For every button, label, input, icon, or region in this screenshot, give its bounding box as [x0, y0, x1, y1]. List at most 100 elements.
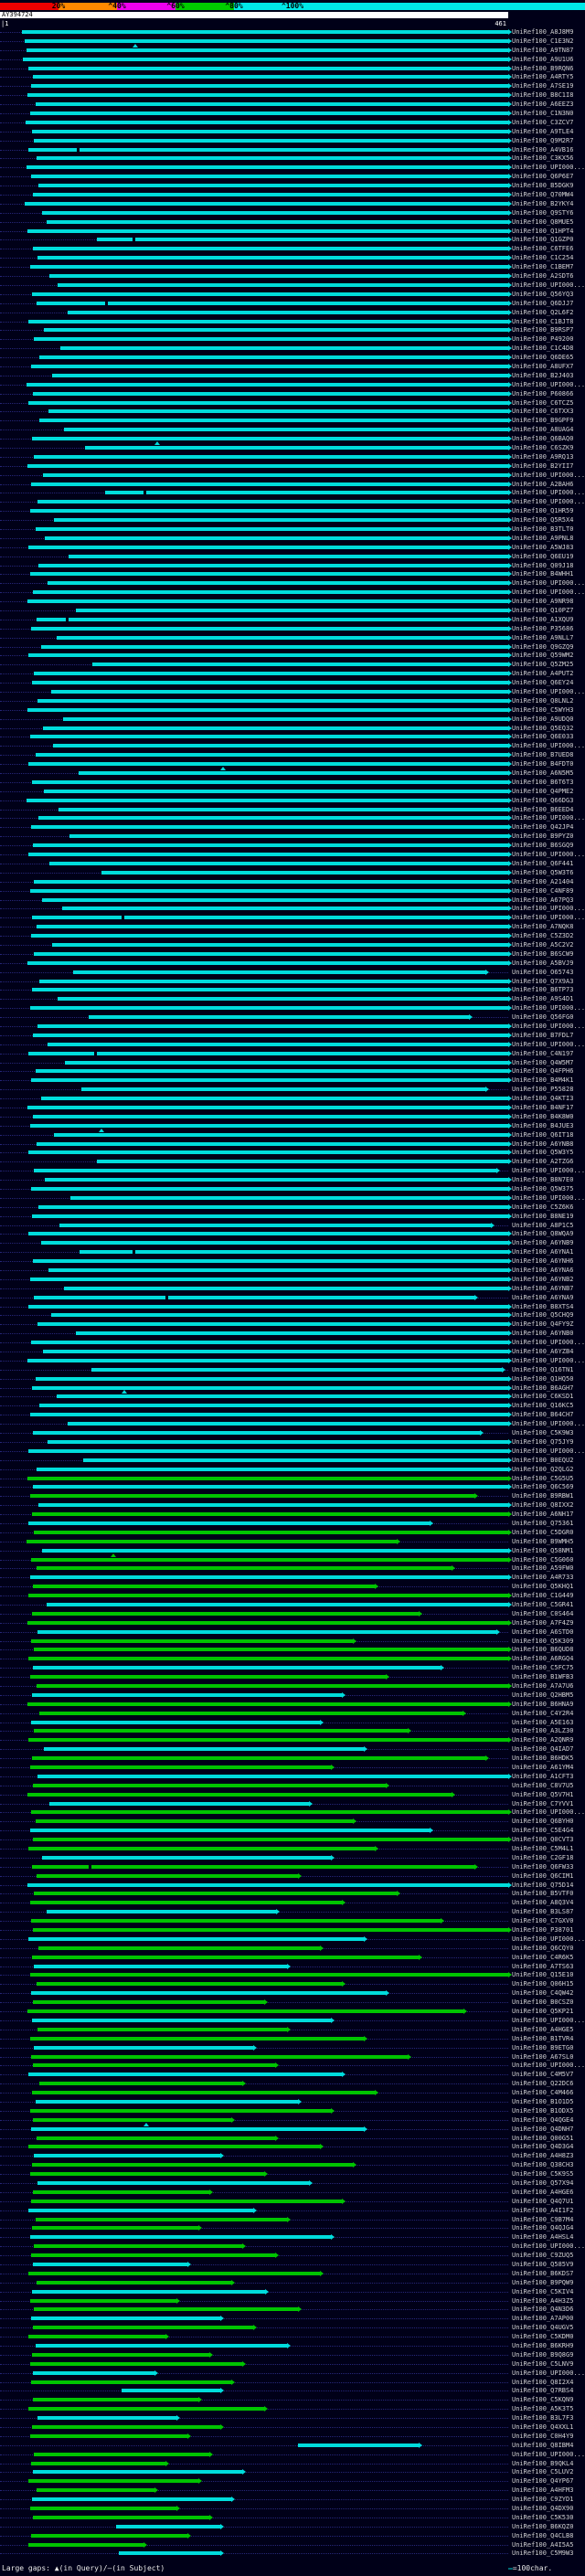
alignment-bar[interactable] — [27, 959, 512, 966]
hit-label[interactable]: UniRef100_B4JUE3 — [512, 1121, 574, 1129]
hit-label[interactable]: UniRef100_Q5R5X4 — [512, 516, 574, 525]
alignment-bar[interactable] — [32, 1511, 512, 1518]
alignment-bar[interactable] — [33, 1665, 445, 1671]
hit-label[interactable]: UniRef100_UPI000... — [512, 498, 585, 506]
hit-label[interactable]: UniRef100_Q75JY9 — [512, 1437, 574, 1446]
alignment-bar[interactable] — [33, 2369, 158, 2376]
alignment-bar[interactable] — [22, 29, 512, 35]
hit-label[interactable]: UniRef100_A61YM4 — [512, 1764, 574, 1771]
hit-label[interactable]: UniRef100_Q58NM1 — [512, 1546, 574, 1554]
hit-label[interactable]: UniRef100_C5E4G4 — [512, 1827, 574, 1835]
alignment-bar[interactable] — [32, 1954, 423, 1960]
alignment-bar[interactable] — [36, 924, 513, 930]
hit-label[interactable]: UniRef100_C5DGR0 — [512, 1528, 574, 1536]
alignment-bar[interactable] — [44, 788, 512, 794]
hit-label[interactable]: UniRef100_C4QW42 — [512, 1989, 574, 1998]
hit-label[interactable]: UniRef100_UPI000... — [512, 742, 585, 750]
alignment-bar[interactable] — [47, 1438, 513, 1445]
hit-label[interactable]: UniRef100_C0S464 — [512, 1609, 574, 1617]
alignment-bar[interactable] — [38, 1203, 512, 1210]
alignment-bar[interactable] — [34, 453, 512, 460]
hit-label[interactable]: UniRef100_A5C2V2 — [512, 940, 574, 949]
hit-label[interactable]: UniRef100_UPI000... — [512, 471, 585, 479]
alignment-bar[interactable] — [57, 996, 513, 1002]
hit-label[interactable]: UniRef100_C5KQN9 — [512, 2396, 574, 2404]
alignment-bar[interactable] — [43, 725, 512, 731]
hit-label[interactable]: UniRef100_C1BJT8 — [512, 317, 574, 325]
hit-label[interactable]: UniRef100_C5FC75 — [512, 1664, 574, 1672]
hit-label[interactable]: UniRef100_UPI000... — [512, 914, 585, 922]
alignment-bar[interactable] — [91, 1366, 505, 1373]
alignment-bar[interactable] — [27, 1882, 512, 1888]
alignment-bar[interactable] — [35, 101, 513, 108]
hit-label[interactable]: UniRef100_Q4W5M7 — [512, 1058, 574, 1066]
alignment-bar[interactable] — [30, 363, 513, 369]
alignment-bar[interactable] — [46, 1601, 513, 1607]
alignment-bar[interactable] — [33, 843, 512, 849]
hit-label[interactable]: UniRef100_B9QKL4 — [512, 2459, 574, 2467]
hit-label[interactable]: UniRef100_A6RGQ4 — [512, 1655, 574, 1663]
hit-label[interactable]: UniRef100_B6HDK5 — [512, 1754, 574, 1763]
alignment-bar[interactable] — [33, 2325, 258, 2331]
hit-label[interactable]: UniRef100_Q4IAD7 — [512, 1745, 574, 1754]
alignment-bar[interactable] — [48, 1267, 512, 1274]
hit-label[interactable]: UniRef100_UPI000... — [512, 1167, 585, 1175]
hit-label[interactable]: UniRef100_A6STD0 — [512, 1627, 574, 1636]
alignment-bar[interactable] — [34, 1647, 512, 1653]
alignment-bar[interactable] — [29, 2107, 335, 2114]
alignment-bar[interactable] — [30, 2316, 225, 2322]
hit-label[interactable]: UniRef100_Q1HPT4 — [512, 227, 574, 235]
hit-label[interactable]: UniRef100_Q1HR59 — [512, 507, 574, 515]
alignment-bar[interactable] — [49, 273, 512, 280]
alignment-bar[interactable] — [45, 1177, 512, 1183]
alignment-bar[interactable] — [35, 2343, 291, 2348]
hit-label[interactable]: UniRef100_Q00G51 — [512, 2134, 574, 2142]
alignment-bar[interactable] — [68, 553, 513, 559]
hit-label[interactable]: UniRef100_A1CFT3 — [512, 1772, 574, 1780]
hit-label[interactable]: UniRef100_Q5KHQ1 — [512, 1583, 574, 1591]
alignment-bar[interactable] — [41, 209, 513, 216]
hit-label[interactable]: UniRef100_A3LZ30 — [512, 1727, 574, 1735]
hit-label[interactable]: UniRef100_A4PUT2 — [512, 670, 574, 678]
hit-label[interactable]: UniRef100_A67SL0 — [512, 2052, 574, 2061]
alignment-bar[interactable] — [32, 1863, 478, 1870]
alignment-bar[interactable] — [84, 440, 513, 451]
alignment-bar[interactable] — [29, 264, 513, 270]
alignment-bar[interactable] — [34, 2153, 224, 2159]
hit-label[interactable]: UniRef100_Q16TN1 — [512, 1365, 574, 1373]
alignment-bar[interactable] — [35, 2216, 291, 2222]
alignment-bar[interactable] — [38, 183, 512, 189]
alignment-bar[interactable] — [28, 146, 512, 153]
hit-label[interactable]: UniRef100_UPI000... — [512, 2242, 585, 2251]
hit-label[interactable]: UniRef100_B6EED4 — [512, 805, 574, 813]
hit-label[interactable]: UniRef100_B9PQW9 — [512, 2278, 574, 2286]
alignment-bar[interactable] — [35, 525, 513, 532]
hit-label[interactable]: UniRef100_UPI000... — [512, 1004, 585, 1012]
hit-label[interactable]: UniRef100_C5LNV9 — [512, 2359, 574, 2368]
hit-label[interactable]: UniRef100_A9U1U6 — [512, 55, 574, 63]
alignment-bar[interactable] — [36, 1140, 513, 1147]
hit-label[interactable]: UniRef100_A9RQ13 — [512, 452, 574, 461]
alignment-bar[interactable] — [50, 1312, 512, 1319]
alignment-bar[interactable] — [27, 1475, 512, 1481]
alignment-bar[interactable] — [25, 119, 513, 125]
alignment-bar[interactable] — [81, 1087, 489, 1093]
hit-label[interactable]: UniRef100_Q6FW33 — [512, 1862, 574, 1871]
alignment-bar[interactable] — [36, 1565, 456, 1572]
alignment-bar[interactable] — [33, 2261, 191, 2267]
hit-label[interactable]: UniRef100_A4I1F2 — [512, 2206, 574, 2214]
alignment-bar[interactable] — [32, 2496, 236, 2503]
alignment-bar[interactable] — [59, 1222, 495, 1228]
hit-label[interactable]: UniRef100_C1C254 — [512, 254, 574, 262]
alignment-bar[interactable] — [29, 1493, 478, 1500]
alignment-bar[interactable] — [45, 535, 512, 541]
hit-label[interactable]: UniRef100_B6KQZ0 — [512, 2522, 574, 2530]
hit-label[interactable]: UniRef100_A4R733 — [512, 1574, 574, 1582]
hit-label[interactable]: UniRef100_A6YNB2 — [512, 1275, 574, 1283]
alignment-bar[interactable] — [32, 779, 512, 785]
alignment-bar[interactable] — [29, 111, 513, 117]
hit-label[interactable]: UniRef100_A2QNR9 — [512, 1736, 574, 1744]
alignment-bar[interactable] — [34, 1963, 291, 1969]
hit-label[interactable]: UniRef100_Q585V9 — [512, 2260, 574, 2268]
alignment-bar[interactable] — [28, 1231, 512, 1237]
